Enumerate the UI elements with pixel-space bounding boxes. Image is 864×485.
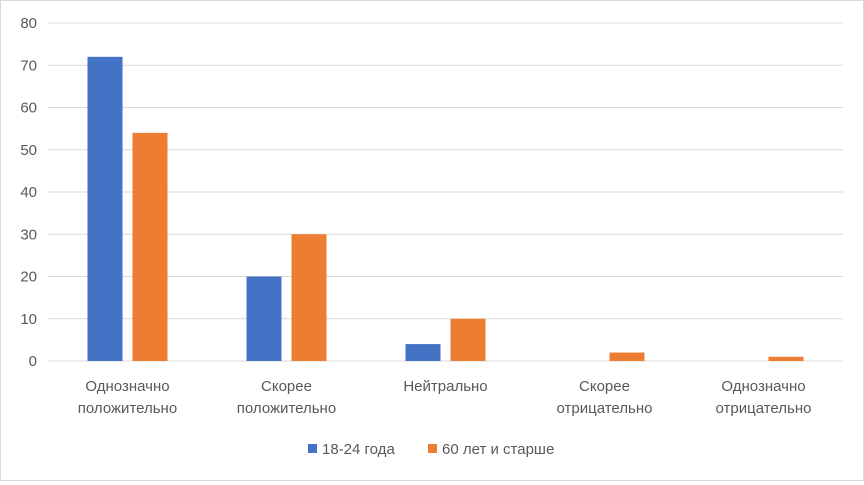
- bar-18-24: [87, 56, 123, 362]
- y-tick-label: 80: [20, 15, 37, 32]
- legend-swatch: [308, 444, 317, 453]
- bar-60-plus: [609, 352, 645, 361]
- bar-60-plus: [132, 132, 168, 361]
- y-tick-label: 40: [20, 184, 37, 201]
- x-tick-label: Скорее: [579, 378, 630, 395]
- bar-60-plus: [291, 234, 327, 361]
- y-tick-label: 30: [20, 226, 37, 243]
- x-tick-label: Однозначно: [721, 378, 805, 395]
- bar-18-24: [405, 344, 441, 361]
- x-tick-label: Однозначно: [85, 378, 169, 395]
- x-tick-label: положительно: [237, 400, 336, 417]
- x-tick-label: отрицательно: [557, 400, 653, 417]
- y-tick-label: 10: [20, 311, 37, 328]
- y-tick-label: 60: [20, 100, 37, 117]
- x-tick-label: отрицательно: [716, 400, 812, 417]
- y-tick-label: 20: [20, 269, 37, 286]
- x-tick-label: положительно: [78, 400, 177, 417]
- x-tick-label: Нейтрально: [403, 378, 487, 395]
- legend-swatch: [428, 444, 437, 453]
- bar-60-plus: [768, 356, 804, 361]
- bar-60-plus: [450, 318, 486, 361]
- y-tick-label: 70: [20, 57, 37, 74]
- bar-18-24: [246, 276, 282, 361]
- legend-label: 60 лет и старше: [442, 441, 554, 458]
- x-tick-label: Скорее: [261, 378, 312, 395]
- legend-label: 18-24 года: [322, 441, 395, 458]
- y-tick-label: 50: [20, 142, 37, 159]
- y-tick-label: 0: [29, 353, 37, 370]
